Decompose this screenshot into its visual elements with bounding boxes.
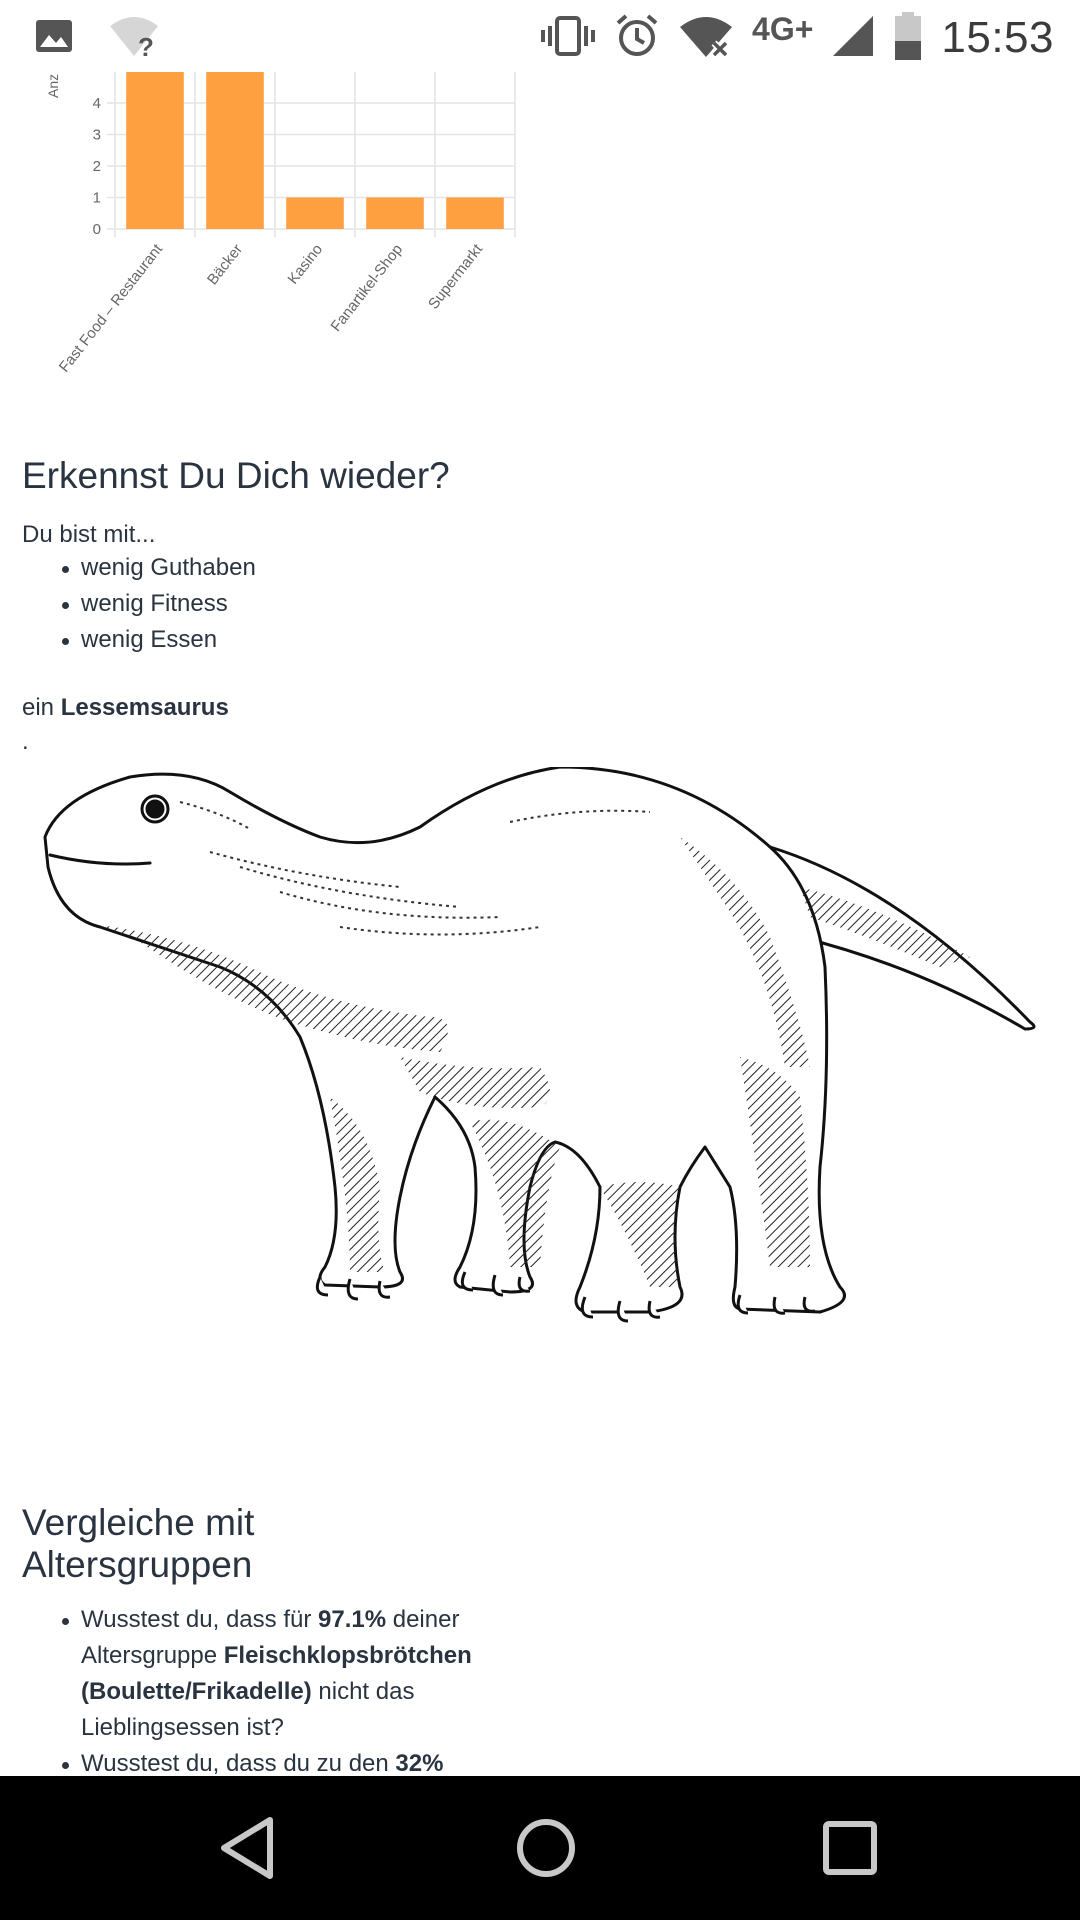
signal-icon	[831, 14, 875, 63]
text: Lieblingsessen ist?	[81, 1714, 284, 1741]
result-name: Lessemsaurus	[60, 694, 229, 721]
text: Altersgruppe	[81, 1642, 224, 1669]
result-text: ein Lessemsaurus	[22, 694, 229, 722]
percentage: 97.1%	[318, 1606, 387, 1633]
page-content[interactable]: 0 1 2 3 4 Fast Food – Restaurant Bäcker Kasino…	[0, 72, 1080, 1776]
chart-x-tick: Bäcker	[204, 241, 246, 288]
chart-y-tick: 1	[93, 190, 101, 207]
list-item: Wusstest du, dass für 97.1% deiner Alter…	[22, 1602, 472, 1746]
percentage: 32%	[395, 1750, 444, 1776]
chart-x-tick: Supermarkt	[425, 240, 487, 312]
dinosaur-illustration	[43, 767, 1036, 1323]
chart-bar	[366, 197, 424, 229]
alarm-icon	[614, 13, 660, 64]
chart-x-tick: Kasino	[285, 241, 327, 288]
food-name: Fleischklopsbrötchen	[223, 1642, 472, 1669]
home-button[interactable]	[508, 1810, 584, 1886]
chart-y-tick: 0	[93, 221, 101, 238]
text: deiner	[386, 1606, 460, 1633]
comparison-list: Wusstest du, dass für 97.1% deiner Alter…	[22, 1602, 472, 1776]
section-title-compare: Vergleiche mit Altersgruppen	[22, 1502, 254, 1586]
section-title-line: Altersgruppen	[22, 1544, 253, 1585]
text: nicht das	[311, 1678, 415, 1705]
list-item: wenig Fitness	[22, 586, 256, 622]
svg-text:?: ?	[138, 32, 154, 58]
result-suffix: .	[22, 728, 29, 755]
chart-y-tick: 2	[93, 158, 101, 175]
network-type: 4G+	[752, 10, 814, 47]
navigation-bar	[0, 1776, 1080, 1920]
chart-x-tick: Fanartikel-Shop	[328, 241, 407, 335]
clock: 15:53	[941, 13, 1054, 62]
chart-bar	[286, 197, 344, 229]
wifi-question-icon: ?	[108, 14, 160, 63]
text: Wusstest du, dass für	[81, 1606, 318, 1633]
battery-icon	[893, 11, 923, 66]
chart-y-tick: 4	[93, 95, 101, 112]
status-bar: ? 4G+	[0, 0, 1080, 72]
image-icon	[34, 16, 74, 61]
chart-bar	[126, 72, 184, 229]
chart-bar	[206, 72, 264, 229]
chart-y-label: Anz	[45, 74, 61, 98]
bar-chart: 0 1 2 3 4 Fast Food – Restaurant Bäcker Kasino…	[45, 72, 516, 376]
intro-text: Du bist mit...	[22, 521, 156, 548]
trait-list: wenig Guthaben wenig Fitness wenig Essen	[22, 550, 256, 658]
chart-x-tick: Fast Food – Restaurant	[56, 240, 167, 375]
food-name: (Boulette/Frikadelle)	[81, 1678, 312, 1705]
chart-bar	[446, 197, 504, 229]
recents-button[interactable]	[812, 1810, 888, 1886]
section-title-recognize: Erkennst Du Dich wieder?	[22, 455, 450, 496]
chart-y-tick: 3	[93, 127, 101, 144]
wifi-off-icon	[678, 13, 734, 64]
vibrate-icon	[540, 14, 596, 63]
list-item: wenig Guthaben	[22, 550, 256, 586]
text: Wusstest du, dass du zu den	[81, 1750, 396, 1776]
result-prefix: ein	[22, 694, 61, 721]
list-item: wenig Essen	[22, 622, 256, 658]
back-button[interactable]	[210, 1810, 286, 1886]
section-title-line: Vergleiche mit	[22, 1502, 255, 1543]
list-item: Wusstest du, dass du zu den 32%	[22, 1746, 472, 1776]
